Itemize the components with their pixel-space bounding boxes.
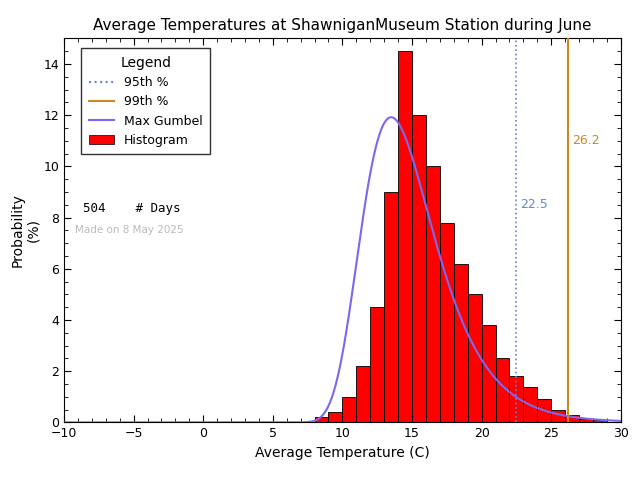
Bar [524,386,538,422]
Bar [412,115,426,422]
Bar [468,294,482,422]
Bar [454,264,468,422]
Bar [579,419,593,422]
Y-axis label: Probability
(%): Probability (%) [10,193,40,267]
Bar [481,325,495,422]
Bar [328,412,342,422]
Bar [565,415,579,422]
Text: 504    # Days: 504 # Days [83,202,181,215]
Bar [593,420,607,422]
Text: 26.2: 26.2 [572,134,600,147]
Bar [551,409,565,422]
Bar [495,359,509,422]
Bar [342,397,356,422]
Bar [509,376,524,422]
Bar [356,366,370,422]
X-axis label: Average Temperature (C): Average Temperature (C) [255,446,430,460]
Bar [426,167,440,422]
Bar [538,399,551,422]
Text: 22.5: 22.5 [520,198,548,211]
Bar [384,192,398,422]
Title: Average Temperatures at ShawniganMuseum Station during June: Average Temperatures at ShawniganMuseum … [93,18,591,33]
Text: Made on 8 May 2025: Made on 8 May 2025 [75,225,184,235]
Bar [440,223,454,422]
Bar [398,51,412,422]
Legend: 95th %, 99th %, Max Gumbel, Histogram: 95th %, 99th %, Max Gumbel, Histogram [81,48,210,155]
Bar [370,307,384,422]
Bar [315,417,328,422]
